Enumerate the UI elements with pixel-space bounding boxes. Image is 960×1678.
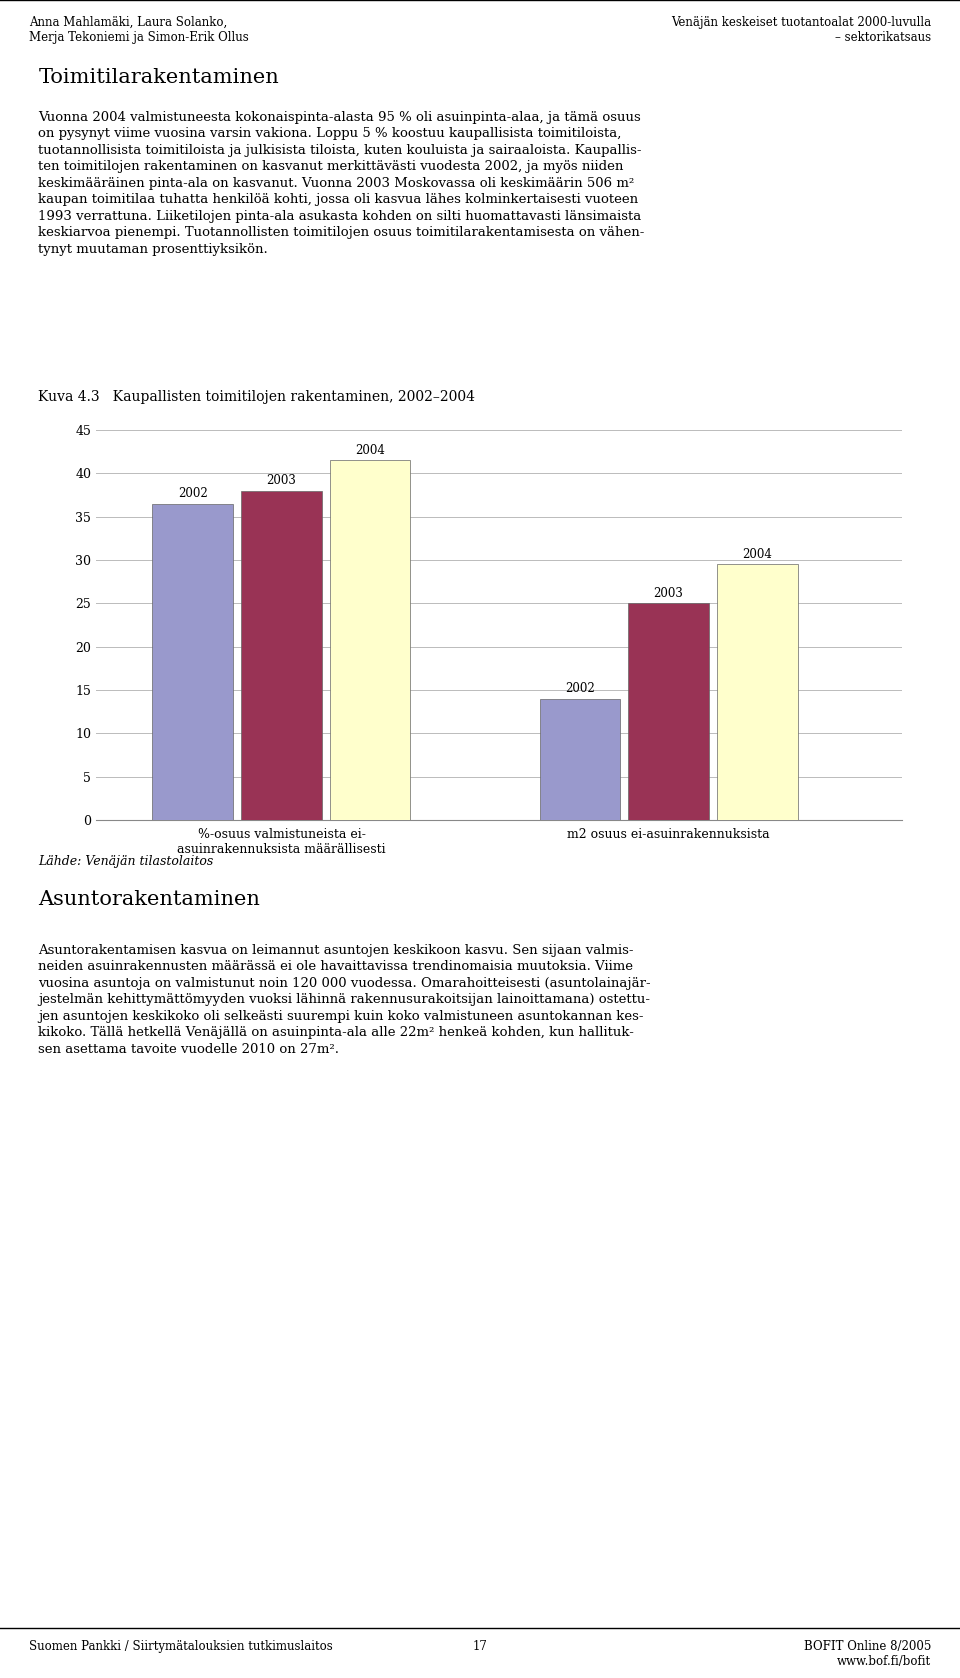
Text: 2004: 2004	[742, 547, 772, 560]
Text: Venäjän keskeiset tuotantoalat 2000-luvulla
– sektorikatsaus: Venäjän keskeiset tuotantoalat 2000-luvu…	[671, 17, 931, 44]
Text: 2003: 2003	[654, 587, 684, 599]
Bar	[540, 698, 620, 821]
Text: Anna Mahlamäki, Laura Solanko,
Merja Tekoniemi ja Simon-Erik Ollus: Anna Mahlamäki, Laura Solanko, Merja Tek…	[29, 17, 249, 44]
Text: 2002: 2002	[565, 683, 594, 695]
Text: Asuntorakentaminen: Asuntorakentaminen	[38, 889, 260, 909]
Text: 2002: 2002	[178, 487, 207, 500]
Text: BOFIT Online 8/2005
www.bof.fi/bofit: BOFIT Online 8/2005 www.bof.fi/bofit	[804, 1641, 931, 1668]
Text: Toimitilarakentaminen: Toimitilarakentaminen	[38, 69, 279, 87]
Bar	[628, 604, 708, 821]
Bar	[241, 490, 322, 821]
Text: 2004: 2004	[355, 445, 385, 456]
Bar	[717, 564, 798, 821]
Text: Kuva 4.3   Kaupallisten toimitilojen rakentaminen, 2002–2004: Kuva 4.3 Kaupallisten toimitilojen raken…	[38, 389, 475, 404]
Bar	[153, 503, 233, 821]
Text: Lähde: Venäjän tilastolaitos: Lähde: Venäjän tilastolaitos	[38, 856, 214, 868]
Text: Suomen Pankki / Siirtymätalouksien tutkimuslaitos: Suomen Pankki / Siirtymätalouksien tutki…	[29, 1641, 332, 1653]
Text: 2003: 2003	[267, 475, 297, 487]
Text: Vuonna 2004 valmistuneesta kokonaispinta-alasta 95 % oli asuinpinta-alaa, ja täm: Vuonna 2004 valmistuneesta kokonaispinta…	[38, 111, 645, 257]
Bar	[330, 460, 411, 821]
Text: 17: 17	[472, 1641, 488, 1653]
Text: Asuntorakentamisen kasvua on leimannut asuntojen keskikoon kasvu. Sen sijaan val: Asuntorakentamisen kasvua on leimannut a…	[38, 943, 651, 1055]
